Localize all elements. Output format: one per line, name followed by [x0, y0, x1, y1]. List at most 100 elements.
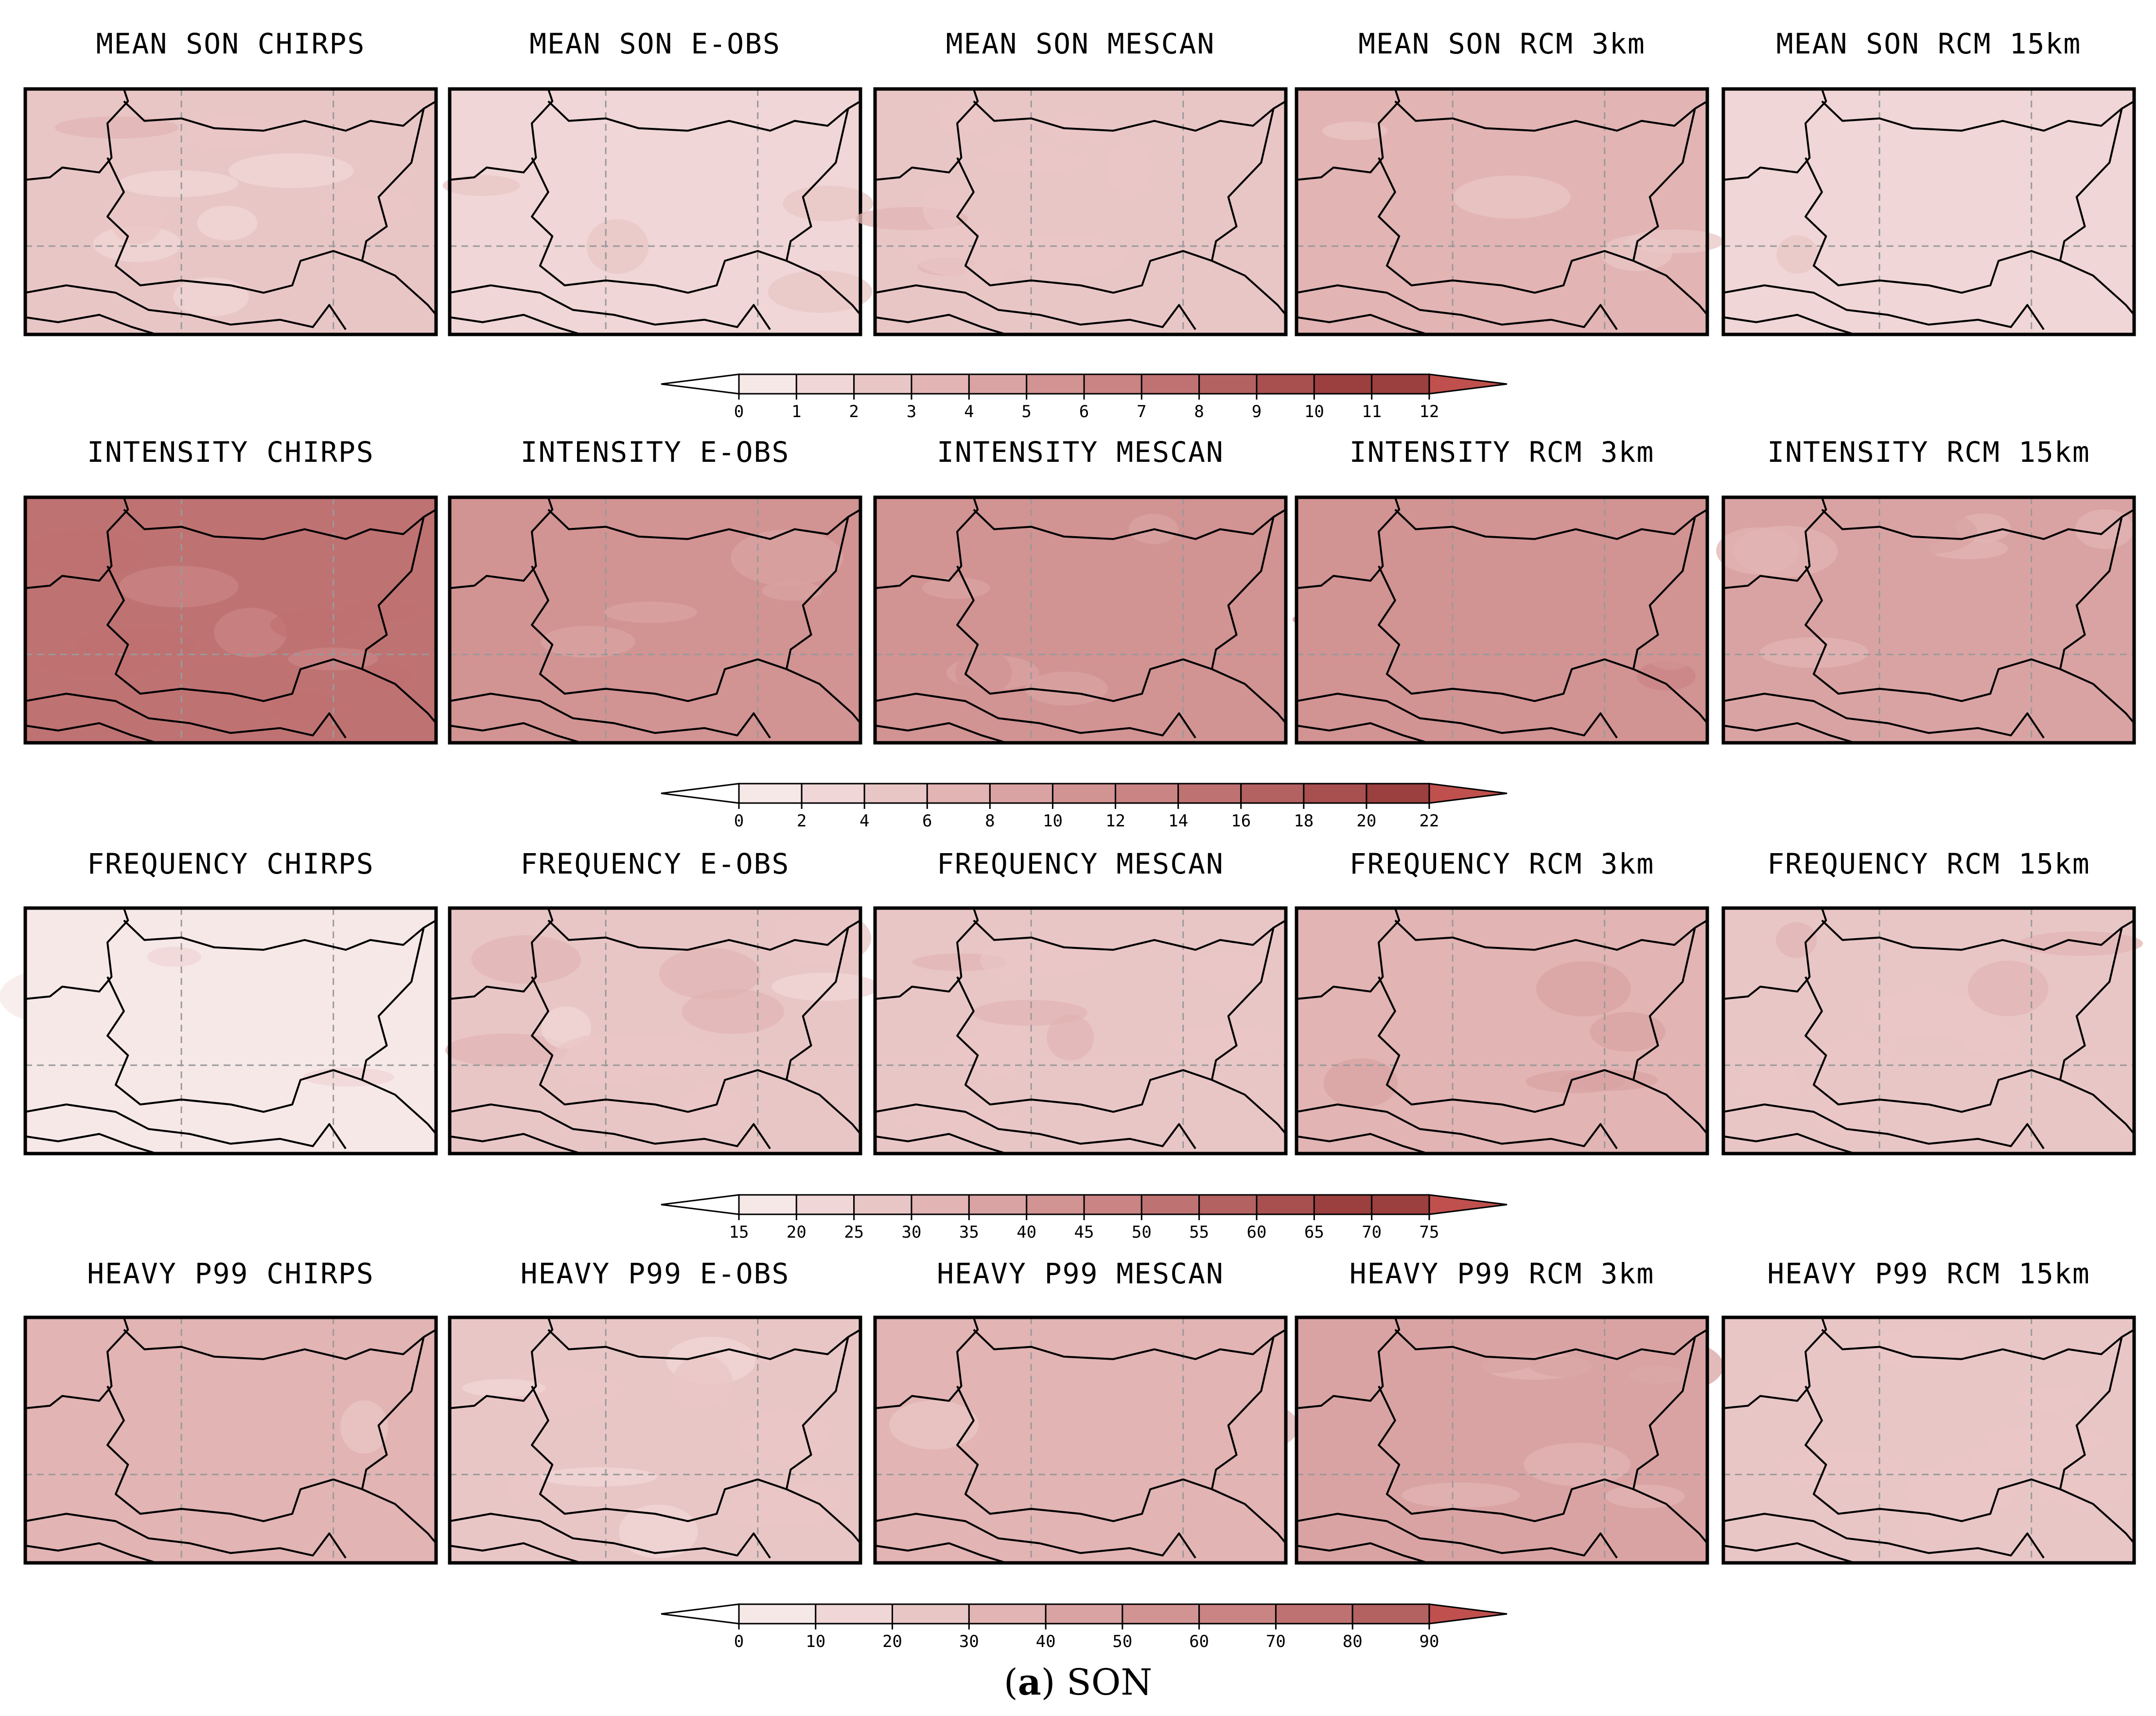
country-border: [1296, 88, 1401, 181]
country-border: [449, 1542, 581, 1564]
field-patch: [1961, 1023, 2021, 1055]
field-patch: [118, 170, 239, 197]
caption-letter: a: [1017, 1662, 1041, 1703]
country-border: [25, 722, 157, 744]
country-border: [449, 497, 554, 589]
colorbar-bin: [892, 1603, 970, 1625]
country-border: [1821, 919, 2135, 951]
field-patch: [923, 184, 963, 231]
country-border: [1378, 565, 1634, 702]
country-border: [785, 927, 861, 1135]
colorbar: 0 2 4 6 8 10 12 14 16 18 20 22: [661, 783, 1507, 831]
field-patch: [2038, 1473, 2125, 1506]
field-patch: [738, 1409, 828, 1463]
panel-frame: [448, 495, 862, 745]
colorbar-tick-label: 5: [1021, 402, 1031, 421]
field-patch: [717, 223, 776, 258]
colorbar-over-arrow: [1428, 783, 1507, 804]
field-patch: [340, 1400, 388, 1454]
field-patch: [673, 1355, 733, 1408]
field-patch: [910, 225, 1007, 277]
colorbar-tick-label: 12: [1420, 402, 1439, 421]
country-border: [875, 88, 979, 181]
panel-frame: [1721, 1315, 2136, 1565]
field-patch: [771, 972, 879, 1001]
colorbar-tick-label: 2: [797, 811, 806, 831]
field-patch: [1904, 1462, 2016, 1518]
field-patch: [1524, 1442, 1630, 1486]
country-border: [449, 314, 581, 335]
colorbar-tick-label: 40: [1017, 1223, 1036, 1242]
field-patch: [1003, 233, 1123, 280]
country-border: [25, 693, 347, 739]
colorbar-bin: [989, 783, 1053, 804]
field-patch: [1529, 1355, 1637, 1379]
country-border: [1821, 1329, 2135, 1360]
country-border: [1723, 284, 2045, 331]
country-border: [1632, 108, 1708, 315]
country-border: [875, 1513, 1196, 1559]
map-panel: MEAN SON MESCAN: [855, 27, 1288, 336]
colorbar-tick-label: 80: [1343, 1632, 1363, 1651]
field-patch: [0, 968, 111, 1024]
country-border: [1378, 1385, 1634, 1523]
colorbar-bin: [1366, 783, 1430, 804]
colorbar-tick-label: 60: [1189, 1632, 1209, 1651]
country-border: [2059, 516, 2135, 724]
colorbar-over-arrow: [1428, 373, 1507, 395]
map-panel: HEAVY P99 RCM 15km: [1721, 1257, 2136, 1565]
colorbar-bin: [968, 1603, 1047, 1625]
country-border: [1296, 1542, 1428, 1564]
field-patch: [147, 946, 202, 967]
field-patch: [197, 206, 258, 241]
field-patch: [1323, 1058, 1398, 1108]
country-border: [123, 100, 437, 132]
country-border: [875, 722, 1007, 744]
colorbar-bin: [1313, 373, 1373, 395]
colorbar-bin: [1177, 783, 1242, 804]
panel-title: FREQUENCY E-OBS: [521, 847, 790, 880]
country-border: [547, 100, 861, 132]
colorbar-bin: [1052, 783, 1117, 804]
country-border: [1723, 1317, 1827, 1409]
field-patch: [119, 565, 239, 608]
country-border: [973, 1329, 1287, 1360]
field-patch: [351, 1334, 438, 1362]
country-border: [973, 100, 1287, 132]
colorbar-bin: [1198, 373, 1258, 395]
country-border: [1394, 508, 1708, 540]
colorbar-tick-label: 3: [907, 402, 916, 421]
field-patch: [889, 1400, 979, 1450]
colorbar-tick-label: 45: [1074, 1223, 1094, 1242]
field-patch: [1864, 991, 1986, 1037]
field-patch: [1525, 1070, 1625, 1093]
colorbar-tick-label: 20: [882, 1632, 902, 1651]
panel-frame: [1295, 906, 1709, 1156]
field-patch: [659, 947, 760, 999]
country-border: [106, 565, 363, 702]
field-patch: [1912, 1517, 1961, 1541]
field-patch: [1775, 922, 1817, 958]
map-panel: FREQUENCY MESCAN: [873, 847, 1288, 1156]
country-border: [25, 497, 129, 589]
field-patch: [1104, 1363, 1175, 1408]
field-patch: [1322, 122, 1388, 140]
field-patch: [471, 935, 581, 984]
colorbar-bin: [911, 373, 970, 395]
country-border: [25, 908, 129, 1000]
field-patch: [1422, 241, 1505, 276]
country-border: [25, 314, 157, 335]
country-border: [1805, 565, 2061, 702]
field-patch: [1169, 1025, 1275, 1057]
colorbar-bin: [926, 783, 991, 804]
country-border: [956, 565, 1212, 702]
colorbar-bin: [1026, 373, 1085, 395]
field-patch: [1821, 1099, 1876, 1135]
colorbar-tick-label: 9: [1252, 402, 1262, 421]
colorbar-bin: [1198, 1194, 1258, 1215]
country-border: [531, 157, 787, 294]
field-patch: [955, 649, 1012, 696]
country-border: [956, 976, 1212, 1113]
colorbar-bin: [795, 373, 855, 395]
